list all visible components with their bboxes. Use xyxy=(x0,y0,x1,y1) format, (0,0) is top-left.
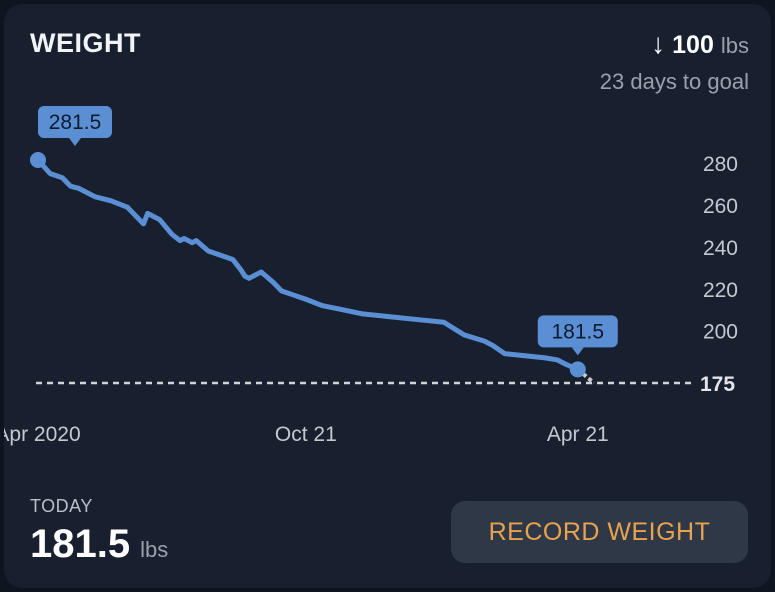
today-weight: 181.5 xyxy=(30,522,131,566)
today-value: 181.5 lbs xyxy=(30,522,168,567)
end-value-label: 181.5 xyxy=(551,320,604,343)
x-tick-label: Apr 2020 xyxy=(4,423,81,446)
x-tick-label: Apr 21 xyxy=(547,423,609,446)
y-tick-label: 240 xyxy=(703,237,738,260)
end-value-label-pointer xyxy=(571,347,584,356)
weight-change-value: 100 xyxy=(672,31,714,59)
start-value-label-pointer xyxy=(69,138,81,146)
goal-countdown: 23 days to goal xyxy=(599,69,749,94)
start-value-label: 281.5 xyxy=(49,111,102,134)
y-tick-label: 220 xyxy=(703,279,738,302)
today-unit: lbs xyxy=(140,537,169,562)
y-tick-label: 260 xyxy=(703,195,738,218)
down-arrow-icon: ↓ xyxy=(651,28,666,59)
end-value-label-bg xyxy=(537,315,618,348)
start-value-label-bg xyxy=(38,106,112,138)
start-point xyxy=(30,152,46,168)
card-title: WEIGHT xyxy=(30,28,141,58)
goal-label: 175 xyxy=(700,373,735,396)
weight-chart: 175 280 260 240 220 200 Apr 2020 Oct 21 Apr 21 28… xyxy=(4,106,738,446)
y-tick-label: 280 xyxy=(703,153,738,176)
weight-change: ↓ 100 lbs xyxy=(651,28,749,60)
x-tick-label: Oct 21 xyxy=(275,423,337,446)
weight-series-line xyxy=(35,157,581,372)
today-label: TODAY xyxy=(30,496,93,516)
weight-change-unit: lbs xyxy=(720,33,749,58)
y-tick-label: 200 xyxy=(703,321,738,344)
record-weight-button[interactable]: RECORD WEIGHT xyxy=(451,501,748,563)
end-point xyxy=(569,361,586,378)
weight-card: WEIGHT ↓ 100 lbs 23 days to goal 175 280 2… xyxy=(4,4,771,588)
